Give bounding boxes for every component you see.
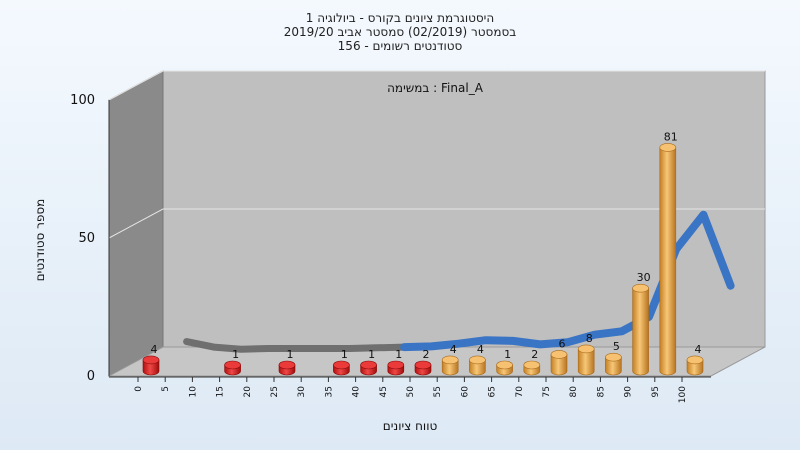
x-tick-label: 55: [433, 386, 443, 397]
bar-top: [360, 360, 377, 370]
x-tick-label: 65: [488, 386, 498, 397]
x-tick-label: 0: [134, 386, 144, 392]
bar: [496, 360, 513, 376]
x-tick-label: 25: [270, 386, 280, 397]
distribution-curve: [183, 210, 735, 353]
y-tick-label: 100: [70, 93, 95, 108]
bar-top: [333, 360, 350, 370]
x-tick-label: 75: [542, 386, 552, 397]
x-tick-label: 40: [352, 386, 362, 398]
curve-segment-muted: [183, 338, 435, 353]
bar-value-label: 1: [341, 348, 348, 361]
bar-value-label: 1: [287, 348, 294, 361]
bar: [605, 352, 622, 376]
bar-value-label: 30: [637, 271, 651, 284]
x-tick-label: 10: [188, 386, 198, 398]
bar-value-label: 4: [695, 343, 702, 356]
bar-top: [414, 360, 432, 370]
bar: [550, 350, 568, 376]
x-tick-label: 100: [678, 386, 688, 403]
bar-value-label: 4: [151, 343, 158, 356]
bar-body: [632, 287, 649, 376]
bar: [469, 355, 486, 376]
bar-value-label: 8: [586, 332, 593, 345]
bar: [441, 355, 459, 376]
floor: [108, 346, 766, 377]
bar-value-label: 2: [531, 348, 538, 361]
bar-top: [142, 355, 160, 365]
bar-top: [469, 355, 486, 365]
x-tick-label: 15: [216, 386, 226, 397]
bar-value-label: 2: [423, 348, 430, 361]
bar-value-label: 6: [559, 337, 566, 350]
x-tick-label: 35: [324, 386, 334, 397]
bar: [577, 344, 595, 376]
bar: [414, 360, 432, 376]
y-axis-title: מספר סטודנטים: [33, 199, 47, 282]
bar-top: [577, 344, 595, 354]
bar-value-label: 81: [664, 130, 678, 143]
bar-top: [686, 355, 704, 365]
bar-body: [659, 147, 677, 376]
gridline: [108, 208, 765, 239]
bar-top: [387, 360, 405, 370]
x-tick-label: 70: [515, 386, 525, 398]
x-tick-label: 95: [651, 386, 661, 397]
x-tick-label: 45: [379, 386, 389, 397]
bar-top: [550, 350, 568, 359]
bar-body: [577, 348, 595, 376]
chart-title: היסטוגרמת ציונים בקורס - ביולוגיה 1 בסמס…: [284, 11, 516, 53]
assignment-label: במשימה : Final_A: [387, 81, 484, 95]
bar-value-label: 5: [613, 340, 620, 353]
x-tick-label: 90: [624, 386, 634, 398]
bar: [333, 360, 350, 376]
x-tick-label: 85: [596, 386, 606, 397]
title-line-3: סטודנטים רשומים - 156: [338, 39, 463, 53]
bar-value-label: 1: [232, 348, 239, 361]
bar: [142, 355, 160, 376]
gridlines: [108, 70, 765, 239]
bars: [142, 143, 704, 376]
x-tick-label: 30: [297, 386, 307, 398]
bar-value-label: 4: [477, 343, 484, 356]
bar-body: [605, 356, 622, 376]
bar: [659, 143, 677, 376]
bar-value-label: 1: [395, 348, 402, 361]
curve-segment: [400, 210, 735, 352]
bar-top: [441, 355, 459, 365]
bar-top: [496, 360, 513, 370]
bar-top: [659, 143, 677, 152]
x-tick-label: 80: [569, 386, 579, 398]
bar-value-label: 1: [368, 348, 375, 361]
x-axis-title: טווח ציונים: [383, 419, 438, 433]
bar-value-label: 4: [450, 343, 457, 356]
y-tick-label: 0: [87, 369, 95, 384]
bar: [387, 360, 405, 376]
y-tick-label: 50: [78, 231, 95, 246]
bar: [686, 355, 704, 376]
x-tick-label: 5: [161, 386, 171, 392]
bar-top: [605, 352, 622, 362]
bar: [224, 360, 241, 376]
bar: [360, 360, 377, 376]
title-line-2: בסמסטר (02/2019) סמסטר אביב 2019/20: [284, 25, 516, 39]
bar-top: [224, 360, 241, 370]
bar-top: [632, 283, 649, 293]
value-labels: 4 1 1 1 1 1 2 4 4 1 2 6 8 5 30 81 4: [151, 130, 702, 361]
bar: [632, 283, 649, 376]
bar-top: [278, 360, 296, 370]
bar: [523, 360, 541, 376]
bar: [278, 360, 296, 376]
x-tick-label: 50: [406, 386, 416, 398]
y-axis: 0 50 100: [70, 93, 110, 384]
gridline: [108, 70, 765, 101]
x-tick-label: 60: [460, 386, 470, 398]
title-line-1: היסטוגרמת ציונים בקורס - ביולוגיה 1: [306, 11, 494, 25]
bar-value-label: 1: [504, 348, 511, 361]
bar-top: [523, 360, 541, 370]
x-axis: 0 5 10 15 20 25 30 35 40 45 50 55 60 65 70 75 80 85 90 95 10…: [109, 376, 711, 403]
bar-body: [550, 354, 568, 376]
x-tick-label: 20: [243, 386, 253, 398]
